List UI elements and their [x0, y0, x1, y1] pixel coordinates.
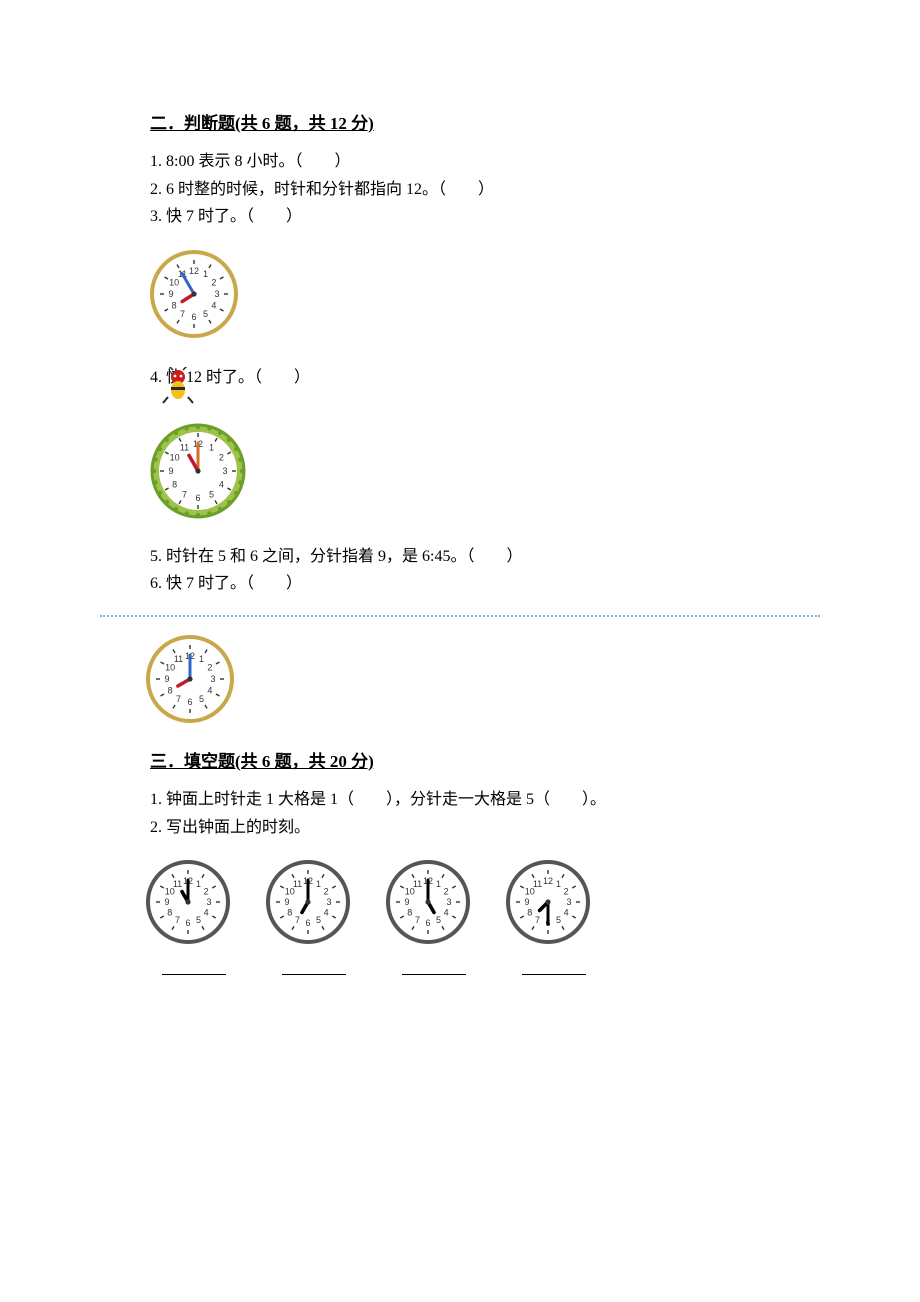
svg-text:11: 11 — [174, 654, 183, 664]
svg-text:7: 7 — [182, 489, 187, 499]
svg-text:9: 9 — [168, 289, 173, 299]
svg-text:11: 11 — [413, 879, 422, 889]
svg-text:4: 4 — [211, 300, 216, 310]
svg-text:9: 9 — [524, 897, 529, 907]
svg-text:1: 1 — [556, 879, 561, 889]
clock-icon: 121234567891011 — [150, 250, 238, 338]
clock-icon: 121234567891011 — [146, 860, 230, 944]
svg-text:5: 5 — [209, 489, 214, 499]
svg-text:6: 6 — [191, 312, 196, 322]
svg-text:3: 3 — [566, 897, 571, 907]
svg-text:6: 6 — [305, 918, 310, 928]
svg-text:4: 4 — [564, 908, 569, 918]
svg-text:7: 7 — [295, 915, 300, 925]
clock-q4: 121234567891011 — [150, 423, 770, 519]
svg-text:7: 7 — [175, 915, 180, 925]
svg-text:3: 3 — [222, 466, 227, 476]
svg-text:6: 6 — [187, 697, 192, 707]
q2-6: 6. 快 7 时了。（ ） — [150, 571, 770, 597]
section-divider — [100, 615, 820, 617]
svg-text:11: 11 — [533, 879, 542, 889]
svg-text:8: 8 — [172, 300, 177, 310]
svg-text:2: 2 — [211, 277, 216, 287]
svg-text:1: 1 — [316, 879, 321, 889]
svg-text:2: 2 — [564, 887, 569, 897]
q2-1: 1. 8:00 表示 8 小时。（ ） — [150, 149, 770, 175]
svg-text:2: 2 — [204, 887, 209, 897]
svg-text:5: 5 — [436, 915, 441, 925]
q2-5: 5. 时针在 5 和 6 之间，分针指着 9，是 6:45。（ ） — [150, 544, 770, 570]
svg-text:7: 7 — [415, 915, 420, 925]
svg-text:3: 3 — [206, 897, 211, 907]
svg-text:7: 7 — [176, 694, 181, 704]
svg-text:10: 10 — [170, 452, 180, 462]
clock-q3: 121234567891011 — [150, 250, 770, 338]
answer-blank[interactable] — [266, 958, 362, 984]
svg-text:6: 6 — [185, 918, 190, 928]
svg-text:4: 4 — [324, 908, 329, 918]
svg-text:8: 8 — [527, 908, 532, 918]
q3-1: 1. 钟面上时针走 1 大格是 1（ ），分针走一大格是 5（ ）。 — [150, 787, 770, 813]
svg-text:11: 11 — [173, 879, 182, 889]
answer-blank[interactable] — [146, 958, 242, 984]
svg-text:3: 3 — [210, 674, 215, 684]
svg-text:8: 8 — [167, 908, 172, 918]
svg-text:9: 9 — [404, 897, 409, 907]
svg-text:4: 4 — [444, 908, 449, 918]
clock-icon: 121234567891011 — [146, 635, 234, 723]
q3-2: 2. 写出钟面上的时刻。 — [150, 815, 770, 841]
clock-row: 121234567891011 121234567891011 12123456… — [146, 860, 770, 944]
svg-text:2: 2 — [207, 662, 212, 672]
svg-text:3: 3 — [326, 897, 331, 907]
svg-text:11: 11 — [293, 879, 302, 889]
svg-text:2: 2 — [444, 887, 449, 897]
svg-text:1: 1 — [436, 879, 441, 889]
svg-text:4: 4 — [204, 908, 209, 918]
svg-text:3: 3 — [446, 897, 451, 907]
svg-text:8: 8 — [407, 908, 412, 918]
svg-text:1: 1 — [199, 654, 204, 664]
svg-text:9: 9 — [168, 466, 173, 476]
answer-blank[interactable] — [506, 958, 602, 984]
svg-text:8: 8 — [172, 479, 177, 489]
svg-text:12: 12 — [543, 876, 553, 886]
svg-text:1: 1 — [203, 269, 208, 279]
svg-text:7: 7 — [180, 309, 185, 319]
svg-text:4: 4 — [219, 479, 224, 489]
q2-2: 2. 6 时整的时候，时针和分针都指向 12。（ ） — [150, 177, 770, 203]
svg-text:5: 5 — [203, 309, 208, 319]
svg-text:4: 4 — [207, 685, 212, 695]
svg-text:11: 11 — [180, 442, 189, 452]
clock-icon: 121234567891011 — [506, 860, 590, 944]
svg-text:2: 2 — [324, 887, 329, 897]
svg-text:5: 5 — [199, 694, 204, 704]
svg-text:3: 3 — [214, 289, 219, 299]
svg-text:6: 6 — [425, 918, 430, 928]
clock-q6: 121234567891011 — [146, 635, 770, 723]
clock-icon: 121234567891011 — [386, 860, 470, 944]
svg-text:7: 7 — [535, 915, 540, 925]
clock-icon: 121234567891011 — [266, 860, 350, 944]
svg-text:5: 5 — [316, 915, 321, 925]
svg-text:9: 9 — [164, 674, 169, 684]
q2-3: 3. 快 7 时了。（ ） — [150, 204, 770, 230]
svg-text:6: 6 — [195, 493, 200, 503]
svg-text:2: 2 — [219, 452, 224, 462]
answer-blank[interactable] — [386, 958, 482, 984]
section-2-heading: 二．判断题(共 6 题，共 12 分) — [150, 110, 770, 137]
clock-icon: 121234567891011 — [150, 423, 246, 519]
section-3-heading: 三．填空题(共 6 题，共 20 分) — [150, 748, 770, 775]
svg-text:1: 1 — [209, 442, 214, 452]
svg-text:1: 1 — [196, 879, 201, 889]
svg-text:9: 9 — [164, 897, 169, 907]
svg-text:8: 8 — [287, 908, 292, 918]
svg-text:5: 5 — [196, 915, 201, 925]
svg-text:5: 5 — [556, 915, 561, 925]
svg-text:12: 12 — [189, 266, 199, 276]
svg-text:8: 8 — [168, 685, 173, 695]
svg-text:9: 9 — [284, 897, 289, 907]
